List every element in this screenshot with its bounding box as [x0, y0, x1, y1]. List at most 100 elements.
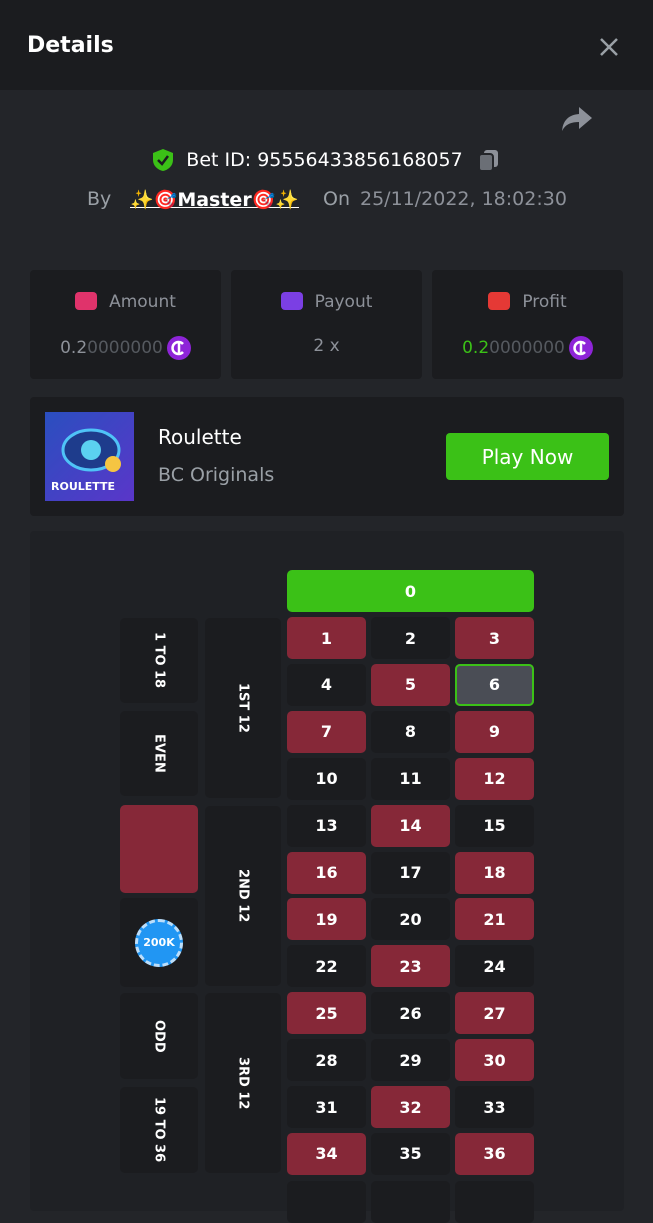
outside-cell: ODD	[120, 993, 198, 1079]
number-cell: 19	[287, 898, 366, 941]
stat-label-row: Payout	[231, 292, 422, 312]
outside-label: 19 TO 36	[151, 1097, 167, 1163]
stat-label: Amount	[109, 292, 176, 312]
number-cell: 27	[455, 992, 534, 1035]
bet-row: Bet ID: 95556433856168057	[0, 148, 653, 172]
column-cell	[455, 1181, 534, 1223]
number-cell: 33	[455, 1086, 534, 1128]
number-cell: 17	[371, 851, 450, 894]
stat-icon	[488, 292, 511, 310]
number-cell: 10	[287, 757, 366, 800]
number-cell: 7	[287, 710, 366, 753]
number-cell: 12	[455, 757, 534, 800]
game-provider: BC Originals	[158, 464, 275, 486]
number-cell: 6	[455, 663, 534, 706]
number-cell: 11	[371, 757, 450, 800]
number-cell: 8	[371, 710, 450, 753]
stat-main: 0.2	[60, 338, 88, 358]
bet-label: Bet ID:	[186, 149, 252, 171]
number-cell: 32	[371, 1086, 450, 1128]
number-cell: 30	[455, 1039, 534, 1082]
stat-label-row: Profit	[432, 292, 623, 312]
header: Details	[0, 0, 653, 90]
number-cell: 23	[371, 945, 450, 988]
stat-label-row: Amount	[30, 292, 221, 312]
stat-main: 2 x	[313, 336, 340, 356]
stat-rest: 0000000	[87, 338, 163, 358]
number-cell: 16	[287, 851, 366, 894]
chip-cell: 200K	[120, 898, 198, 987]
game-name: Roulette	[158, 425, 242, 449]
on: On	[323, 188, 350, 210]
number-cell: 26	[371, 992, 450, 1035]
outside-cell: 1 TO 18	[120, 618, 198, 703]
thumbnail: ROULETTE	[45, 412, 134, 501]
number-cell: 36	[455, 1132, 534, 1175]
dozen-label: 1ST 12	[235, 683, 251, 733]
stat-label: Profit	[522, 292, 567, 312]
number-cell: 21	[455, 898, 534, 941]
number-cell: 14	[371, 804, 450, 847]
zero-cell: 0	[287, 570, 534, 612]
thumb-label: ROULETTE	[51, 480, 116, 493]
by: By	[87, 188, 112, 210]
number-cell: 25	[287, 992, 366, 1035]
chip: 200K	[135, 918, 183, 967]
stat-rest: 0000000	[489, 338, 565, 358]
dozen-cell: 2ND 12	[205, 806, 281, 986]
share[interactable]	[561, 105, 593, 133]
column-cell	[371, 1181, 450, 1223]
number-cell: 1	[287, 617, 366, 659]
bet-id: 95556433856168057	[257, 149, 463, 171]
number-cell: 28	[287, 1039, 366, 1082]
number-cell: 3	[455, 617, 534, 659]
board: 0 1 2 3 4 5 6 7 8 9 10 11 12 13 14 15 16 17 18 19 20 21 22 23 24…	[30, 531, 624, 1223]
close[interactable]	[598, 36, 620, 58]
coin-icon	[568, 336, 593, 360]
number-cell: 18	[455, 851, 534, 894]
stat-icon	[280, 292, 303, 310]
coin-icon	[166, 336, 191, 360]
number-cell: 15	[455, 804, 534, 847]
number-cell: 22	[287, 945, 366, 988]
stat-value-row: 0.2 0000000	[432, 336, 623, 360]
stat-value-row: 2 x	[231, 336, 422, 356]
number-cell: 20	[371, 898, 450, 941]
outside-cell: EVEN	[120, 711, 198, 796]
outside-label: 1 TO 18	[151, 632, 167, 689]
date: 25/11/2022, 18:02:30	[360, 188, 567, 210]
dozen-cell: 3RD 12	[205, 993, 281, 1173]
stat-icon	[75, 292, 98, 310]
stat-label: Payout	[314, 292, 373, 312]
outside-label: ODD	[151, 1019, 167, 1053]
number-cell: 2	[371, 617, 450, 659]
number-cell: 29	[371, 1039, 450, 1082]
number-cell: 9	[455, 710, 534, 753]
title: Details	[27, 33, 114, 58]
number-cell: 31	[287, 1086, 366, 1128]
stat-card: Profit 0.2 0000000	[432, 270, 623, 379]
stat-value-row: 0.2 0000000	[30, 336, 221, 360]
number-cell: 34	[287, 1132, 366, 1175]
dozen-cell: 1ST 12	[205, 618, 281, 798]
column-cell	[287, 1181, 366, 1223]
outside-label: EVEN	[151, 734, 167, 773]
number-cell: 13	[287, 804, 366, 847]
number-cell: 4	[287, 663, 366, 706]
stat-main: 0.2	[462, 338, 490, 358]
stat-card: Payout 2 x	[231, 270, 422, 379]
outside-cell: 19 TO 36	[120, 1087, 198, 1173]
copy[interactable]	[477, 148, 501, 172]
stat-card: Amount 0.2 0000000	[30, 270, 221, 379]
number-cell: 35	[371, 1132, 450, 1175]
play-button[interactable]: Play Now	[446, 433, 609, 480]
user[interactable]: ✨🎯Master🎯✨	[130, 189, 300, 211]
game-card: ROULETTE Roulette BC Originals Play Now	[30, 397, 624, 516]
number-cell: 5	[371, 663, 450, 706]
by-row: By ✨🎯Master🎯✨ On 25/11/2022, 18:02:30	[87, 188, 567, 211]
shield	[153, 149, 174, 171]
number-cell: 24	[455, 945, 534, 988]
dozen-label: 2ND 12	[235, 869, 251, 923]
outside-cell	[120, 805, 198, 893]
